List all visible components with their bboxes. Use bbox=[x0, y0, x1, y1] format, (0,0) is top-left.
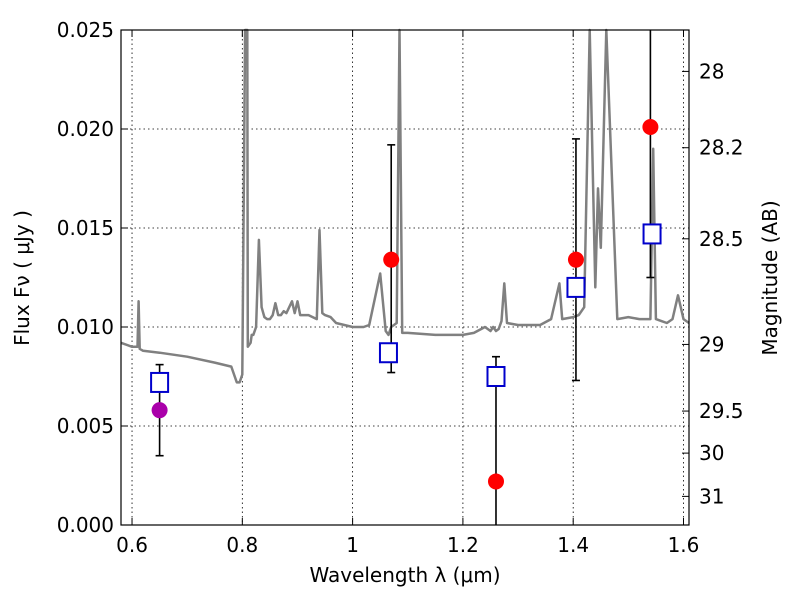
model-point bbox=[486, 366, 506, 387]
x-tick-label: 1.4 bbox=[557, 533, 589, 557]
y-tick-label: 0.025 bbox=[57, 18, 114, 42]
spectrum-series bbox=[120, 28, 690, 384]
observed-point bbox=[642, 119, 659, 136]
y2-tick-label: 28.2 bbox=[699, 136, 744, 160]
model-point bbox=[642, 223, 662, 245]
y2-tick-label: 29.5 bbox=[699, 399, 744, 423]
y2-tick-label: 29 bbox=[699, 332, 724, 356]
model-point bbox=[378, 342, 398, 364]
spectrum-line bbox=[120, 28, 690, 384]
plot-frame bbox=[120, 29, 690, 526]
x-tick-label: 1.6 bbox=[668, 533, 700, 557]
observed-point bbox=[487, 473, 504, 490]
observed-point bbox=[567, 251, 584, 268]
y2-tick-label: 28.5 bbox=[699, 227, 744, 251]
y2-axis-label: Magnitude (AB) bbox=[758, 200, 782, 355]
model-points bbox=[150, 223, 662, 393]
model-point bbox=[566, 276, 586, 298]
model-point bbox=[150, 371, 170, 393]
x-tick-label: 0.8 bbox=[226, 533, 258, 557]
y-tick-label: 0.020 bbox=[57, 117, 114, 141]
x-tick-label: 1.2 bbox=[447, 533, 479, 557]
y-axis-label: Flux Fν ( μJy ) bbox=[10, 210, 34, 346]
y-tick-label: 0.015 bbox=[57, 216, 114, 240]
y2-tick-label: 31 bbox=[699, 484, 724, 508]
observed-point bbox=[151, 402, 168, 419]
y2-tick-label: 30 bbox=[699, 441, 724, 465]
y-tick-label: 0.000 bbox=[57, 513, 114, 537]
y2-axis-ticks: 28 28.2 28.5 29 29.5 30 31 bbox=[682, 59, 744, 508]
x-tick-label: 1 bbox=[346, 533, 359, 557]
y2-tick-label: 28 bbox=[699, 59, 724, 83]
x-axis-label: Wavelength λ (μm) bbox=[309, 563, 500, 587]
x-tick-label: 0.6 bbox=[116, 533, 148, 557]
observed-point bbox=[383, 251, 400, 268]
observed-points bbox=[151, 119, 659, 490]
y-tick-label: 0.005 bbox=[57, 414, 114, 438]
x-axis-ticks: 0.6 0.8 1 1.2 1.4 1.6 bbox=[116, 30, 699, 557]
y-tick-label: 0.010 bbox=[57, 315, 114, 339]
y-axis-ticks: 0.000 0.005 0.010 0.015 0.020 0.025 bbox=[57, 18, 128, 537]
